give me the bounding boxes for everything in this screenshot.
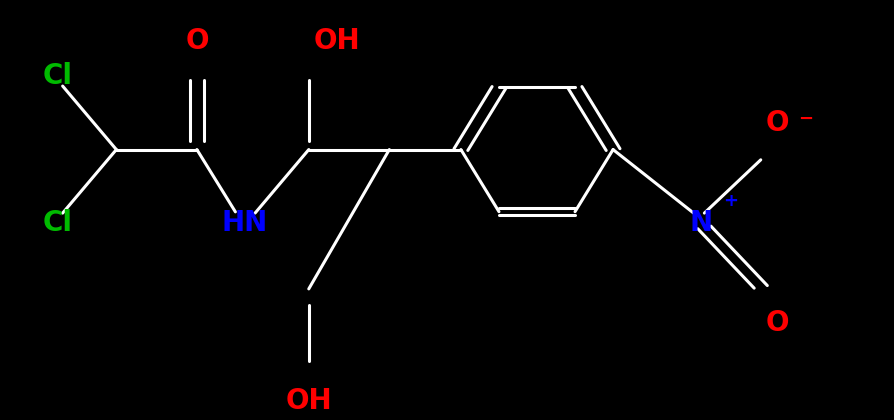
- Text: +: +: [722, 192, 738, 210]
- Text: HN: HN: [221, 209, 267, 237]
- Text: O: O: [764, 310, 788, 337]
- Text: Cl: Cl: [43, 209, 73, 237]
- Text: OH: OH: [285, 387, 332, 415]
- Text: OH: OH: [313, 27, 359, 55]
- Text: N: N: [688, 209, 712, 237]
- Text: −: −: [797, 110, 813, 128]
- Text: O: O: [185, 27, 208, 55]
- Text: Cl: Cl: [43, 62, 73, 90]
- Text: O: O: [764, 109, 788, 137]
